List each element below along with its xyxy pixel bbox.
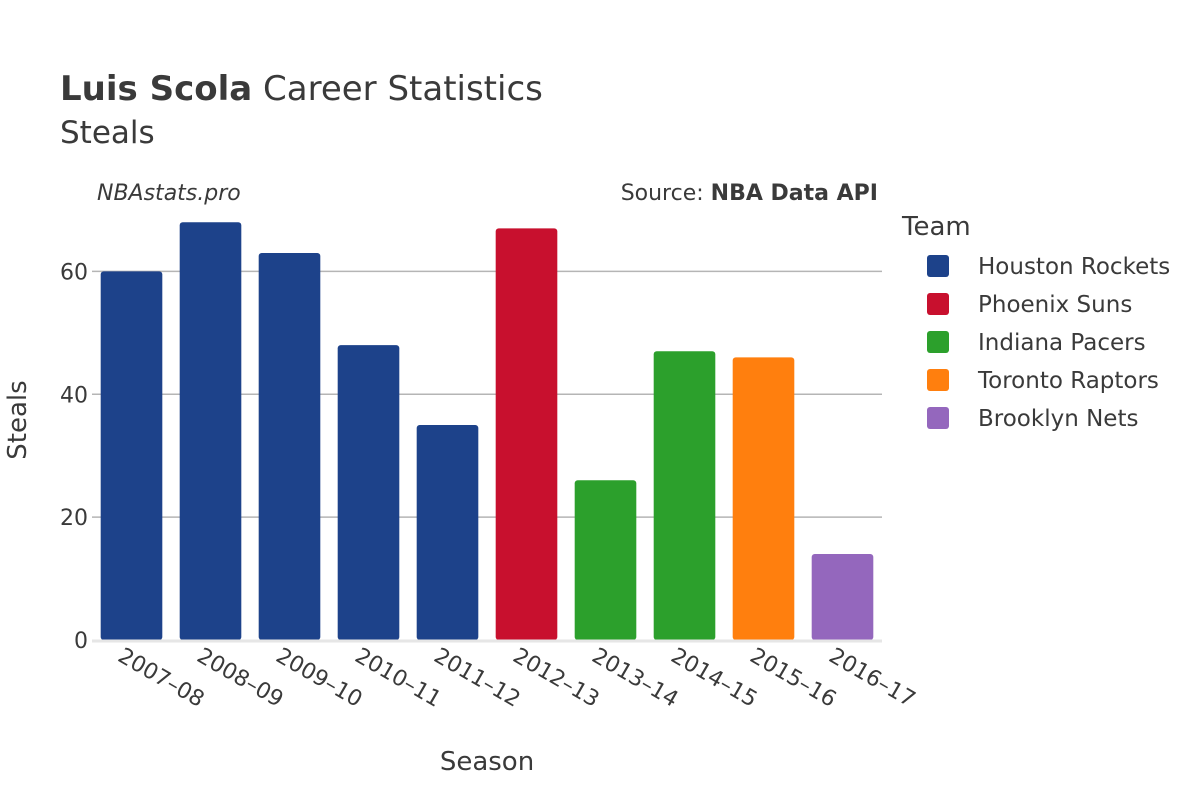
legend-item[interactable]: Toronto Raptors — [927, 368, 1159, 394]
legend-label: Indiana Pacers — [978, 330, 1146, 356]
bar-2013–14[interactable] — [574, 480, 637, 640]
legend-swatch — [927, 407, 949, 429]
bar-2007–08[interactable] — [100, 271, 163, 640]
y-axis-ticks: 0 20 40 60 — [60, 260, 88, 654]
bar-2016–17[interactable] — [811, 554, 874, 640]
legend-item[interactable]: Indiana Pacers — [927, 330, 1146, 356]
watermark: NBAstats.pro — [97, 181, 241, 206]
bar-2015–16[interactable] — [732, 357, 795, 640]
bar-2010–11[interactable] — [337, 345, 400, 640]
legend-item[interactable]: Brooklyn Nets — [927, 406, 1138, 432]
bar-2011–12[interactable] — [416, 425, 479, 640]
chart-title: Luis Scola Career Statistics — [60, 69, 543, 109]
legend-label: Toronto Raptors — [977, 368, 1159, 394]
x-axis-title: Season — [440, 747, 534, 777]
legend-swatch — [927, 293, 949, 315]
y-tick-label: 20 — [60, 506, 88, 531]
legend-item[interactable]: Phoenix Suns — [927, 292, 1132, 318]
bar-2008–09[interactable] — [179, 222, 242, 641]
legend-label: Houston Rockets — [978, 254, 1170, 280]
x-tick-label: 2010–11 — [351, 644, 446, 713]
y-tick-label: 60 — [60, 260, 88, 285]
x-tick-label: 2008–09 — [193, 644, 288, 713]
x-tick-label: 2015–16 — [746, 644, 841, 713]
x-tick-label: 2012–13 — [509, 644, 604, 713]
x-tick-label: 2009–10 — [272, 644, 367, 713]
legend: Houston Rockets Phoenix Suns Indiana Pacer… — [927, 254, 1170, 432]
source-prefix: Source: — [621, 181, 711, 206]
source-name: NBA Data API — [711, 181, 878, 206]
legend-label: Brooklyn Nets — [978, 406, 1138, 432]
legend-swatch — [927, 331, 949, 353]
legend-label: Phoenix Suns — [978, 292, 1132, 318]
bar-2012–13[interactable] — [495, 228, 558, 640]
x-tick-label: 2014–15 — [667, 644, 762, 713]
chart-title-player: Luis Scola — [60, 69, 252, 109]
chart-subtitle: Steals — [60, 115, 155, 151]
legend-item[interactable]: Houston Rockets — [927, 254, 1170, 280]
legend-swatch — [927, 369, 949, 391]
x-tick-label: 2013–14 — [588, 644, 683, 713]
y-axis-title: Steals — [3, 380, 33, 459]
x-tick-label: 2016–17 — [825, 644, 920, 713]
bar-2009–10[interactable] — [258, 253, 321, 640]
y-tick-label: 40 — [60, 383, 88, 408]
bar-2014–15[interactable] — [653, 351, 716, 640]
x-tick-label: 2007–08 — [114, 644, 209, 713]
legend-title: Team — [901, 212, 971, 242]
chart-title-rest: Career Statistics — [252, 69, 543, 109]
source-note: Source: NBA Data API — [621, 181, 878, 206]
bars — [100, 222, 874, 641]
x-tick-label: 2011–12 — [430, 644, 525, 713]
legend-swatch — [927, 255, 949, 277]
y-tick-label: 0 — [74, 629, 88, 654]
x-axis-ticks: 2007–082008–092009–102010–112011–122012–… — [114, 644, 920, 713]
